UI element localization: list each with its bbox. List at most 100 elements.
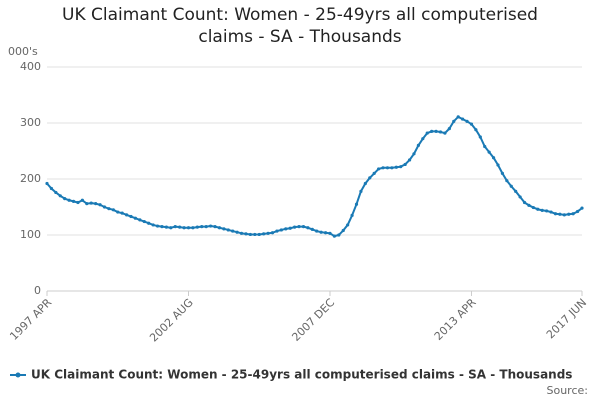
point	[399, 165, 403, 169]
point	[54, 190, 58, 195]
point	[368, 176, 372, 180]
point	[133, 216, 138, 220]
point	[151, 223, 155, 227]
point	[323, 231, 328, 235]
point	[390, 166, 394, 170]
point	[562, 213, 566, 217]
point	[430, 129, 434, 133]
point	[496, 163, 500, 167]
point	[447, 127, 451, 131]
point	[208, 224, 213, 228]
point	[102, 205, 107, 209]
point	[226, 228, 230, 232]
point	[80, 198, 84, 202]
point	[111, 208, 115, 212]
point	[94, 202, 98, 206]
point	[235, 230, 239, 234]
point	[359, 189, 363, 193]
point	[284, 227, 288, 231]
point	[412, 152, 416, 156]
point	[491, 156, 496, 160]
x-tick-label: 1997 APR	[7, 296, 54, 343]
point	[186, 226, 191, 230]
point	[514, 189, 518, 193]
point	[553, 212, 558, 216]
point	[483, 144, 487, 149]
point	[438, 130, 443, 134]
point	[500, 171, 505, 175]
x-tick-label: 2017 JUN	[544, 296, 589, 341]
point	[478, 135, 482, 139]
point	[505, 179, 509, 183]
point	[279, 228, 283, 232]
point	[527, 203, 531, 207]
point	[147, 221, 151, 225]
point	[169, 226, 173, 230]
point	[275, 229, 279, 233]
point	[328, 231, 332, 235]
point	[204, 225, 208, 229]
point	[465, 119, 469, 123]
point	[67, 198, 71, 202]
point	[452, 119, 456, 123]
y-tick-label: 0	[34, 284, 41, 297]
point	[173, 225, 177, 229]
point	[244, 232, 248, 236]
point	[545, 209, 549, 213]
point	[558, 212, 562, 216]
point	[421, 137, 425, 141]
point	[372, 171, 376, 175]
point	[45, 181, 49, 186]
point	[377, 167, 381, 171]
point	[385, 166, 390, 170]
y-tick-label: 200	[20, 172, 41, 185]
point	[306, 226, 310, 230]
point	[297, 225, 301, 229]
point	[257, 232, 261, 237]
point	[407, 158, 412, 162]
source: Source:	[547, 384, 589, 397]
point	[315, 229, 319, 233]
point	[461, 117, 465, 121]
y-tick-label: 400	[20, 60, 41, 73]
point	[518, 195, 522, 199]
point	[474, 128, 478, 132]
point	[63, 197, 67, 201]
point	[248, 232, 252, 237]
point	[310, 227, 314, 231]
point	[155, 224, 160, 228]
point	[509, 184, 513, 188]
point	[142, 219, 146, 224]
point	[213, 225, 217, 229]
legend-marker	[15, 372, 21, 378]
point	[567, 212, 571, 216]
point	[217, 226, 222, 230]
point	[76, 200, 80, 205]
point	[253, 232, 257, 237]
point	[575, 209, 580, 214]
point	[549, 210, 553, 214]
y-tick-label: 100	[20, 228, 41, 241]
chart-title: UK Claimant Count: Women - 25-49yrs all …	[62, 5, 538, 47]
point	[120, 211, 124, 215]
point	[341, 228, 345, 233]
point	[288, 226, 292, 230]
point	[346, 223, 350, 227]
point	[350, 213, 354, 217]
point	[293, 225, 297, 229]
point	[363, 181, 367, 186]
x-tick-label: 2013 APR	[432, 296, 479, 343]
point	[580, 206, 584, 210]
point	[49, 186, 54, 191]
point	[456, 115, 460, 119]
point	[178, 225, 182, 229]
point	[337, 233, 341, 237]
point	[266, 231, 270, 235]
point	[469, 122, 474, 126]
point	[531, 205, 535, 210]
point	[71, 199, 76, 203]
y-unit-label: 000's	[8, 45, 38, 58]
point	[262, 232, 266, 236]
